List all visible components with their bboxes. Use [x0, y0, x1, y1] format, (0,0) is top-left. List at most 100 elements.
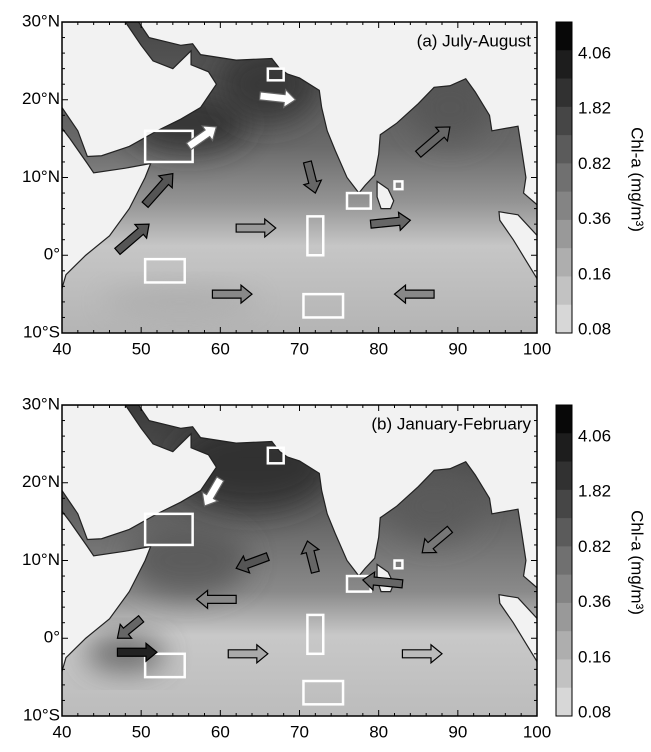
colorbar-tick-label: 0.82	[578, 154, 611, 173]
current-arrow	[302, 160, 323, 194]
colorbar-tick-label: 4.06	[578, 43, 611, 62]
colorbar-title: Chl-a (mg/m³)	[628, 510, 647, 615]
x-tick-label: 50	[132, 339, 151, 358]
colorbar-band	[556, 276, 572, 306]
land	[376, 180, 395, 210]
current-arrow	[141, 172, 174, 209]
current-arrow	[235, 552, 270, 574]
region-box	[266, 67, 285, 82]
region-box	[302, 679, 345, 706]
x-tick-label: 70	[290, 722, 309, 741]
y-tick-label: 10°N	[22, 550, 60, 569]
current-arrow	[300, 540, 321, 574]
x-tick-label: 60	[211, 339, 230, 358]
region-box	[345, 191, 372, 210]
x-tick-label: 40	[53, 722, 72, 741]
colorbar-band	[556, 106, 572, 136]
x-tick-label: 40	[53, 339, 72, 358]
colorbar-tick-label: 0.16	[578, 264, 611, 283]
chl-patch	[128, 525, 249, 596]
panel-title: (a) July-August	[417, 31, 532, 50]
x-tick-label: 60	[211, 722, 230, 741]
colorbar-tick-label: 1.82	[578, 99, 611, 118]
current-arrow	[414, 126, 451, 159]
colorbar-band	[556, 248, 572, 277]
map-panel: 40 50 60 70 80 90 100 30°N 20°N 10°N 0° 10°S (b) Jan…	[22, 394, 647, 741]
map	[62, 22, 537, 333]
land	[62, 22, 218, 158]
region-box	[143, 652, 186, 679]
colorbar-band	[556, 631, 572, 660]
x-tick-label: 90	[448, 339, 467, 358]
region-box	[393, 559, 404, 570]
map-panel: 40 50 60 70 80 90 100 30°N 20°N 10°N 0° 10°S (a) Jul…	[22, 11, 647, 358]
land	[498, 593, 537, 663]
current-arrow	[227, 643, 269, 665]
colorbar-frame	[555, 404, 573, 717]
current-arrow	[211, 283, 253, 305]
colorbar-band	[556, 50, 572, 80]
colorbar-tick-label: 0.36	[578, 592, 611, 611]
colorbar-tick-label: 0.16	[578, 647, 611, 666]
colorbar-band	[556, 163, 572, 193]
colorbar-band	[556, 78, 572, 108]
colorbar-tick-label: 1.82	[578, 482, 611, 501]
current-arrow	[393, 283, 435, 305]
current-arrow	[116, 614, 145, 639]
colorbar-band	[556, 687, 572, 717]
current-arrow	[258, 88, 297, 109]
colorbar-band	[556, 574, 572, 604]
y-tick-label: 10°S	[23, 322, 60, 341]
colorbar-band	[556, 405, 572, 434]
colorbar-tick-label: 0.08	[578, 702, 611, 721]
current-arrow	[421, 525, 454, 554]
colorbar-band	[556, 135, 572, 164]
current-arrow	[195, 589, 237, 610]
land	[62, 510, 152, 674]
x-tick-label: 100	[523, 339, 551, 358]
colorbar-tick-label: 0.82	[578, 537, 611, 556]
region-box	[306, 613, 325, 656]
colorbar-tick-label: 0.08	[578, 319, 611, 338]
colorbar-frame	[555, 21, 573, 334]
colorbar-band	[556, 489, 572, 519]
y-tick-label: 0°	[44, 628, 60, 647]
x-tick-label: 50	[132, 722, 151, 741]
map	[62, 405, 537, 716]
current-arrow	[361, 570, 404, 592]
y-tick-label: 10°S	[23, 705, 60, 724]
y-tick-label: 30°N	[22, 394, 60, 413]
land	[62, 127, 152, 291]
land	[62, 405, 218, 541]
colorbar-band	[556, 461, 572, 491]
colorbar-band	[556, 602, 572, 632]
land	[137, 22, 537, 206]
region-box	[306, 215, 325, 257]
colorbar-band	[556, 22, 572, 51]
colorbar-tick-label: 4.06	[578, 426, 611, 445]
land	[498, 210, 537, 280]
x-tick-label: 90	[448, 722, 467, 741]
colorbar-band	[556, 191, 572, 221]
colorbar-band	[556, 659, 572, 689]
current-arrow	[369, 211, 412, 232]
region-box	[302, 292, 345, 319]
current-arrow	[401, 643, 443, 665]
colorbar-band	[556, 219, 572, 249]
y-tick-label: 20°N	[22, 472, 60, 491]
colorbar-band	[556, 546, 572, 576]
current-arrow	[185, 125, 218, 151]
colorbar-band	[556, 304, 572, 334]
region-box	[143, 512, 194, 547]
colorbar-band	[556, 518, 572, 547]
land	[137, 405, 537, 589]
y-tick-label: 10°N	[22, 167, 60, 186]
y-tick-label: 0°	[44, 245, 60, 264]
current-arrow	[113, 223, 150, 256]
x-tick-label: 70	[290, 339, 309, 358]
colorbar-band	[556, 433, 572, 463]
y-tick-label: 20°N	[22, 89, 60, 108]
x-tick-label: 100	[523, 722, 551, 741]
panel-title: (b) January-February	[371, 414, 531, 433]
current-arrow	[201, 476, 225, 507]
